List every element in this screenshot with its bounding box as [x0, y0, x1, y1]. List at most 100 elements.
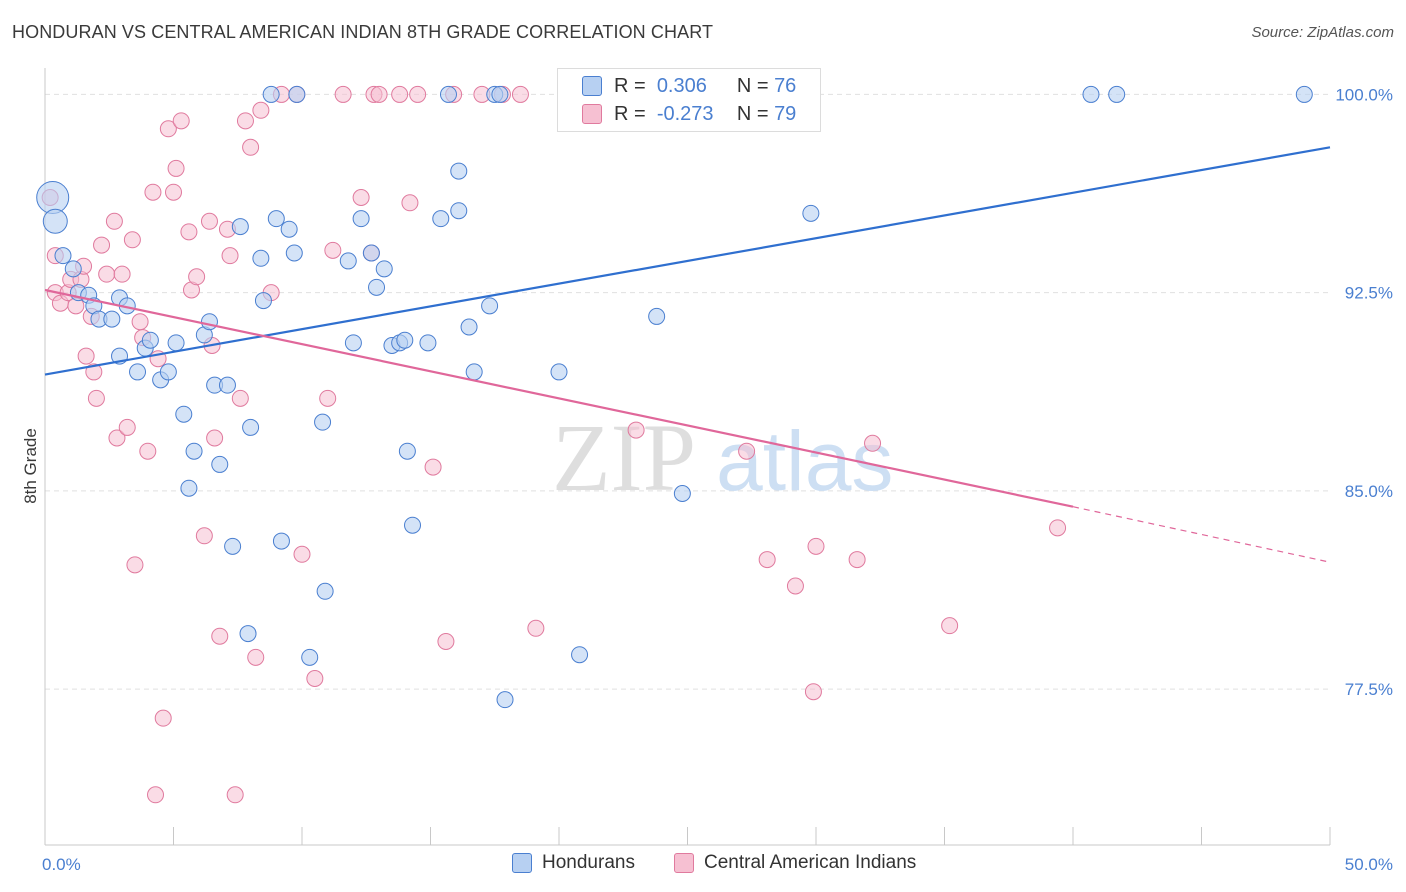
data-point-hondurans	[218, 376, 236, 394]
data-point-hondurans	[267, 210, 285, 228]
data-point-central-american-indians	[334, 85, 352, 103]
legend-n-label: N =	[736, 102, 769, 125]
bottom-legend-swatch-blue	[512, 853, 532, 873]
legend-n-label: N =	[736, 74, 769, 97]
legend-row-central-american-indians: R = -0.273 N = 79	[582, 100, 796, 128]
data-point-hondurans	[180, 479, 198, 497]
x-tick-label: 0.0%	[42, 855, 81, 874]
data-point-hondurans	[280, 220, 298, 238]
bottom-legend-label: Central American Indians	[704, 852, 917, 873]
data-point-hondurans	[288, 85, 306, 103]
data-point-central-american-indians	[221, 247, 239, 265]
trend-lines	[44, 146, 1331, 563]
data-point-hondurans	[673, 485, 691, 502]
chart-title: HONDURAN VS CENTRAL AMERICAN INDIAN 8TH …	[12, 22, 714, 42]
data-point-hondurans	[314, 413, 332, 431]
data-point-hondurans	[404, 516, 422, 534]
y-tick-label: 92.5%	[1345, 284, 1393, 303]
data-point-hondurans	[550, 363, 568, 381]
data-point-hondurans	[1295, 85, 1313, 103]
data-point-central-american-indians	[123, 231, 141, 249]
data-point-hondurans	[419, 334, 437, 352]
data-point-central-american-indians	[370, 85, 388, 103]
data-point-central-american-indians	[247, 648, 265, 666]
data-point-central-american-indians	[511, 85, 529, 103]
y-tick-label: 77.5%	[1345, 680, 1393, 699]
data-point-hondurans	[316, 582, 334, 600]
watermark-atlas: atlas	[716, 414, 893, 508]
data-point-hondurans	[242, 418, 260, 436]
data-point-central-american-indians	[758, 551, 776, 569]
legend-swatch-pink	[582, 104, 602, 124]
data-point-central-american-indians	[159, 120, 177, 138]
data-point-central-american-indians	[293, 545, 311, 563]
data-point-central-american-indians	[93, 236, 111, 254]
data-point-central-american-indians	[252, 101, 270, 119]
data-point-central-american-indians	[319, 389, 337, 407]
data-point-central-american-indians	[98, 265, 116, 283]
data-point-hondurans	[339, 252, 357, 270]
data-point-central-american-indians	[401, 194, 419, 212]
data-point-hondurans	[352, 210, 370, 228]
legend: R = 0.306 N = 76 R = -0.273 N = 79	[557, 68, 821, 132]
y-tick-label: 85.0%	[1345, 482, 1393, 501]
data-point-central-american-indians	[126, 556, 144, 574]
bottom-legend-swatch-pink	[674, 853, 694, 873]
x-tick-label: 50.0%	[1345, 855, 1393, 874]
data-point-central-american-indians	[324, 241, 342, 259]
source-label: Source: ZipAtlas.com	[1251, 24, 1394, 41]
bottom-legend-label: Hondurans	[542, 852, 635, 873]
legend-row-hondurans: R = 0.306 N = 76	[582, 72, 796, 100]
data-point-hondurans	[450, 202, 468, 220]
data-point-hondurans	[439, 85, 457, 103]
data-point-central-american-indians	[113, 265, 131, 283]
data-point-central-american-indians	[352, 189, 370, 206]
data-point-hondurans	[368, 278, 386, 296]
data-point-hondurans	[36, 181, 70, 214]
data-point-central-american-indians	[786, 577, 804, 595]
data-point-hondurans	[103, 310, 121, 328]
data-point-hondurans	[231, 218, 249, 236]
data-point-central-american-indians	[87, 389, 105, 407]
data-point-hondurans	[362, 244, 380, 262]
data-point-hondurans	[175, 405, 193, 423]
data-point-central-american-indians	[738, 442, 756, 460]
data-point-hondurans	[262, 85, 280, 103]
data-point-central-american-indians	[527, 619, 545, 637]
data-point-hondurans	[802, 204, 820, 222]
legend-r-value: -0.273	[656, 102, 714, 125]
data-point-hondurans	[398, 442, 416, 460]
data-point-central-american-indians	[206, 429, 224, 447]
data-point-central-american-indians	[391, 85, 409, 103]
data-point-central-american-indians	[131, 313, 149, 331]
data-point-central-american-indians	[941, 617, 959, 635]
data-point-hondurans	[1082, 85, 1100, 103]
data-point-hondurans	[1108, 85, 1126, 103]
data-point-hondurans	[396, 331, 414, 349]
data-point-hondurans	[375, 260, 393, 278]
trend-line-extension-central-american-indians	[1072, 506, 1331, 563]
data-point-hondurans	[54, 247, 72, 265]
data-point-central-american-indians	[1049, 519, 1067, 537]
legend-r-value: 0.306	[656, 74, 707, 97]
data-point-central-american-indians	[77, 347, 95, 365]
data-point-hondurans	[344, 334, 362, 352]
data-point-central-american-indians	[864, 434, 882, 452]
data-point-central-american-indians	[144, 183, 162, 201]
data-point-central-american-indians	[627, 421, 645, 439]
data-point-central-american-indians	[804, 683, 822, 701]
legend-n-value: 76	[774, 74, 797, 97]
data-point-hondurans	[252, 249, 270, 267]
tick-labels: 100.0% 92.5% 85.0% 77.5% 0.0% 50.0%	[42, 85, 1393, 874]
data-point-hondurans	[211, 455, 229, 473]
data-point-central-american-indians	[200, 212, 218, 230]
data-point-hondurans	[254, 292, 272, 310]
data-point-hondurans	[432, 210, 450, 228]
data-point-hondurans	[185, 442, 203, 460]
data-point-central-american-indians	[167, 159, 185, 177]
series-hondurans	[36, 85, 1313, 709]
data-point-central-american-indians	[105, 212, 123, 230]
legend-swatch-blue	[582, 76, 602, 96]
data-point-hondurans	[571, 646, 589, 664]
